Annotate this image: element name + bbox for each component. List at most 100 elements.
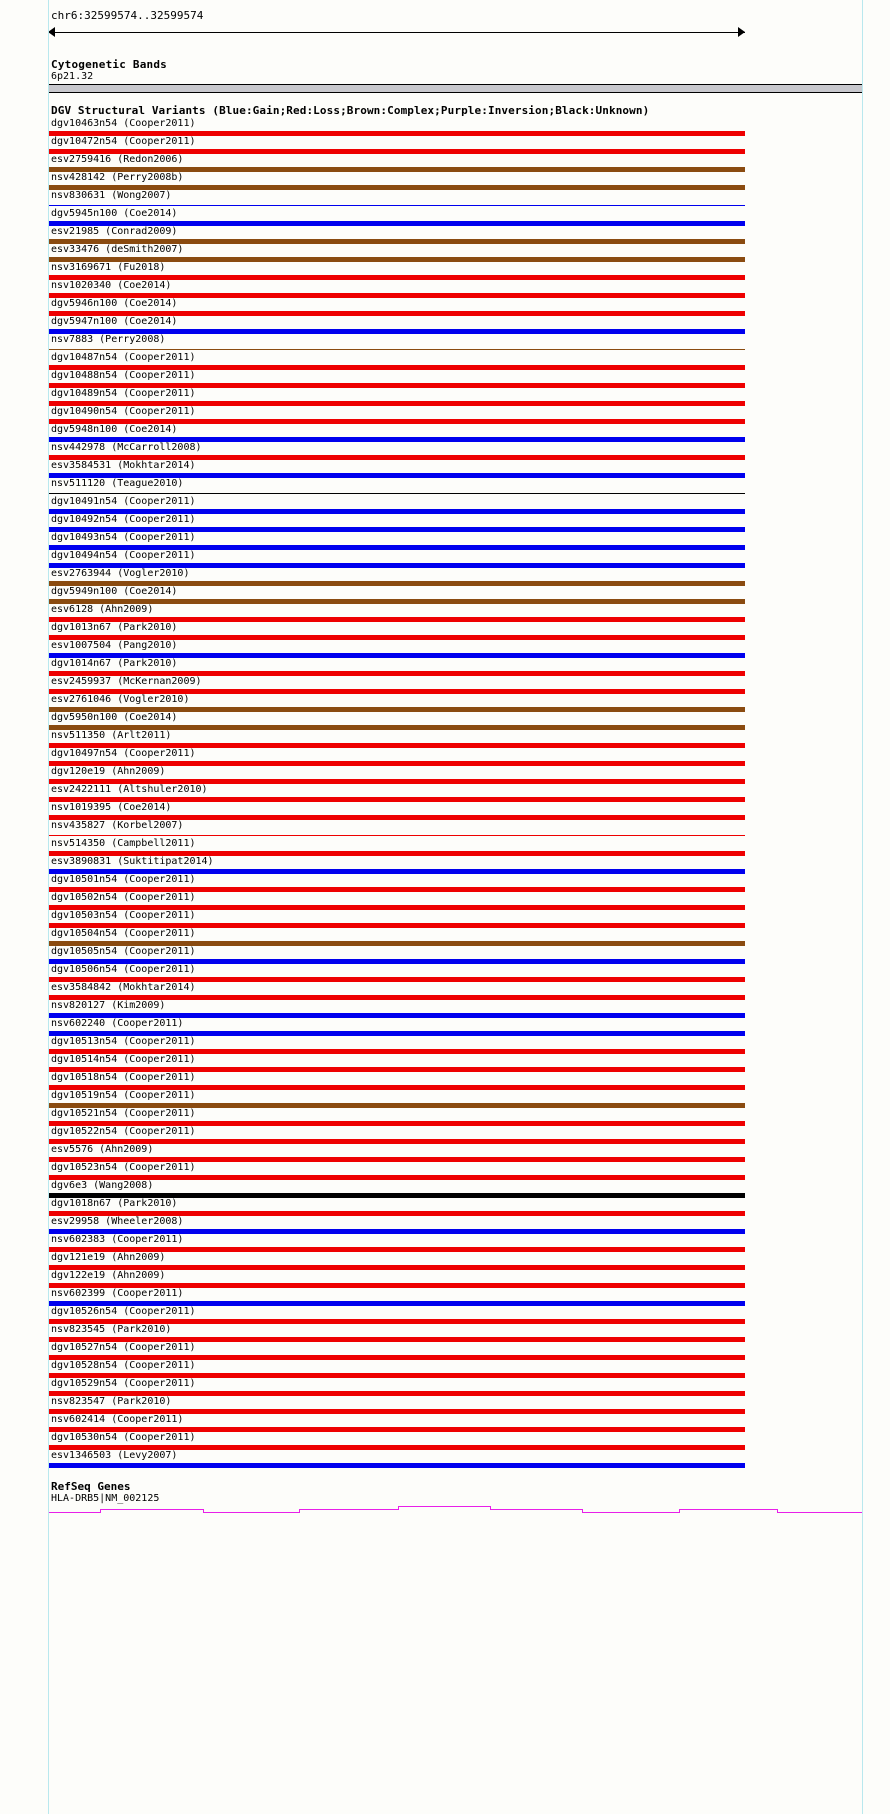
- variant-row[interactable]: nsv511120 (Teague2010): [48, 478, 745, 496]
- variant-bar[interactable]: [48, 797, 745, 802]
- variant-row[interactable]: nsv602240 (Cooper2011): [48, 1018, 745, 1036]
- variant-bar[interactable]: [48, 185, 745, 190]
- variant-row[interactable]: esv21985 (Conrad2009): [48, 226, 745, 244]
- variant-bar[interactable]: [48, 437, 745, 442]
- variant-row[interactable]: dgv5947n100 (Coe2014): [48, 316, 745, 334]
- variant-bar[interactable]: [48, 635, 745, 640]
- variant-bar[interactable]: [48, 205, 745, 206]
- variant-row[interactable]: dgv120e19 (Ahn2009): [48, 766, 745, 784]
- variant-row[interactable]: dgv10488n54 (Cooper2011): [48, 370, 745, 388]
- variant-bar[interactable]: [48, 905, 745, 910]
- gene-segment[interactable]: [777, 1512, 862, 1513]
- variant-bar[interactable]: [48, 779, 745, 784]
- variant-bar[interactable]: [48, 455, 745, 460]
- variant-row[interactable]: dgv5948n100 (Coe2014): [48, 424, 745, 442]
- variant-row[interactable]: nsv602399 (Cooper2011): [48, 1288, 745, 1306]
- variant-bar[interactable]: [48, 835, 745, 836]
- variant-row[interactable]: dgv5945n100 (Coe2014): [48, 208, 745, 226]
- variant-bar[interactable]: [48, 959, 745, 964]
- variant-bar[interactable]: [48, 275, 745, 280]
- variant-bar[interactable]: [48, 1445, 745, 1450]
- variant-row[interactable]: nsv602383 (Cooper2011): [48, 1234, 745, 1252]
- variant-bar[interactable]: [48, 473, 745, 478]
- variant-row[interactable]: dgv10518n54 (Cooper2011): [48, 1072, 745, 1090]
- variant-bar[interactable]: [48, 349, 745, 350]
- variant-row[interactable]: esv3890831 (Suktitipat2014): [48, 856, 745, 874]
- variant-bar[interactable]: [48, 1463, 745, 1468]
- variant-bar[interactable]: [48, 941, 745, 946]
- variant-row[interactable]: nsv820127 (Kim2009): [48, 1000, 745, 1018]
- variant-row[interactable]: dgv10504n54 (Cooper2011): [48, 928, 745, 946]
- variant-bar[interactable]: [48, 1391, 745, 1396]
- variant-row[interactable]: dgv10497n54 (Cooper2011): [48, 748, 745, 766]
- variant-bar[interactable]: [48, 689, 745, 694]
- variant-row[interactable]: nsv428142 (Perry2008b): [48, 172, 745, 190]
- variant-row[interactable]: nsv830631 (Wong2007): [48, 190, 745, 208]
- variant-bar[interactable]: [48, 1427, 745, 1432]
- variant-row[interactable]: dgv10489n54 (Cooper2011): [48, 388, 745, 406]
- variant-row[interactable]: dgv10463n54 (Cooper2011): [48, 118, 745, 136]
- variant-row[interactable]: nsv1019395 (Coe2014): [48, 802, 745, 820]
- variant-row[interactable]: dgv121e19 (Ahn2009): [48, 1252, 745, 1270]
- variant-row[interactable]: nsv3169671 (Fu2018): [48, 262, 745, 280]
- variant-bar[interactable]: [48, 1049, 745, 1054]
- variant-row[interactable]: dgv6e3 (Wang2008): [48, 1180, 745, 1198]
- variant-bar[interactable]: [48, 1085, 745, 1090]
- variant-bar[interactable]: [48, 493, 745, 494]
- gene-segment[interactable]: [48, 1512, 100, 1513]
- cytoband-bar[interactable]: [48, 84, 862, 93]
- gene-segment[interactable]: [582, 1512, 679, 1513]
- variant-row[interactable]: dgv5950n100 (Coe2014): [48, 712, 745, 730]
- variant-bar[interactable]: [48, 1139, 745, 1144]
- variant-bar[interactable]: [48, 851, 745, 856]
- variant-row[interactable]: esv6128 (Ahn2009): [48, 604, 745, 622]
- variant-row[interactable]: dgv122e19 (Ahn2009): [48, 1270, 745, 1288]
- variant-row[interactable]: dgv10528n54 (Cooper2011): [48, 1360, 745, 1378]
- variant-bar[interactable]: [48, 671, 745, 676]
- variant-bar[interactable]: [48, 1355, 745, 1360]
- variant-bar[interactable]: [48, 707, 745, 712]
- variant-bar[interactable]: [48, 887, 745, 892]
- variant-row[interactable]: nsv442978 (McCarroll2008): [48, 442, 745, 460]
- variant-bar[interactable]: [48, 869, 745, 874]
- variant-row[interactable]: nsv514350 (Campbell2011): [48, 838, 745, 856]
- variant-bar[interactable]: [48, 761, 745, 766]
- variant-row[interactable]: dgv10493n54 (Cooper2011): [48, 532, 745, 550]
- variant-row[interactable]: dgv10527n54 (Cooper2011): [48, 1342, 745, 1360]
- variant-row[interactable]: nsv435827 (Korbel2007): [48, 820, 745, 838]
- variant-bar[interactable]: [48, 239, 745, 244]
- variant-row[interactable]: esv33476 (deSmith2007): [48, 244, 745, 262]
- variant-bar[interactable]: [48, 1373, 745, 1378]
- variant-row[interactable]: esv1346503 (Levy2007): [48, 1450, 745, 1468]
- variant-bar[interactable]: [48, 329, 745, 334]
- variant-row[interactable]: esv3584842 (Mokhtar2014): [48, 982, 745, 1000]
- variant-row[interactable]: esv3584531 (Mokhtar2014): [48, 460, 745, 478]
- variant-bar[interactable]: [48, 653, 745, 658]
- variant-bar[interactable]: [48, 1157, 745, 1162]
- variant-row[interactable]: esv2422111 (Altshuler2010): [48, 784, 745, 802]
- variant-row[interactable]: dgv1014n67 (Park2010): [48, 658, 745, 676]
- gene-segment[interactable]: [203, 1512, 299, 1513]
- variant-row[interactable]: dgv10506n54 (Cooper2011): [48, 964, 745, 982]
- variant-bar[interactable]: [48, 401, 745, 406]
- variant-bar[interactable]: [48, 1247, 745, 1252]
- variant-bar[interactable]: [48, 545, 745, 550]
- variant-bar[interactable]: [48, 1265, 745, 1270]
- variant-bar[interactable]: [48, 1103, 745, 1108]
- variant-bar[interactable]: [48, 1229, 745, 1234]
- variant-row[interactable]: esv2763944 (Vogler2010): [48, 568, 745, 586]
- gene-segment[interactable]: [490, 1509, 582, 1510]
- variant-row[interactable]: dgv10487n54 (Cooper2011): [48, 352, 745, 370]
- variant-bar[interactable]: [48, 365, 745, 370]
- gene-segment[interactable]: [299, 1509, 398, 1510]
- variant-row[interactable]: nsv823545 (Park2010): [48, 1324, 745, 1342]
- variant-bar[interactable]: [48, 1193, 745, 1198]
- gene-segment[interactable]: [100, 1509, 203, 1510]
- variant-bar[interactable]: [48, 1211, 745, 1216]
- variant-bar[interactable]: [48, 563, 745, 568]
- location-ruler[interactable]: [48, 27, 745, 38]
- variant-row[interactable]: dgv10514n54 (Cooper2011): [48, 1054, 745, 1072]
- variant-row[interactable]: esv2759416 (Redon2006): [48, 154, 745, 172]
- variant-row[interactable]: dgv10523n54 (Cooper2011): [48, 1162, 745, 1180]
- gene-segment[interactable]: [679, 1509, 777, 1510]
